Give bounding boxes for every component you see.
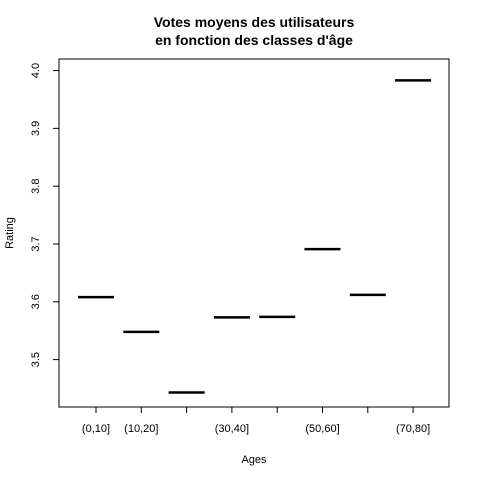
y-tick-label-0: 3.5 bbox=[30, 352, 42, 367]
median-marks bbox=[78, 79, 432, 394]
y-tick-label-3: 3.8 bbox=[30, 179, 42, 194]
plot-frame bbox=[58, 58, 450, 408]
x-tick-label-7: (70,80] bbox=[396, 423, 430, 435]
y-tick-label-2: 3.7 bbox=[30, 236, 42, 251]
y-tick-label-4: 3.9 bbox=[30, 121, 42, 136]
y-tick-label-5: 4.0 bbox=[30, 63, 42, 78]
x-tick-label-3: (30,40] bbox=[215, 423, 249, 435]
chart-title-line-1: Votes moyens des utilisateurs bbox=[154, 14, 355, 30]
x-axis: (0,10] (10,20] (30,40] (50,60] (70,80] bbox=[82, 407, 430, 435]
x-tick-label-5: (50,60] bbox=[305, 423, 339, 435]
chart-title-line-2: en fonction des classes d'âge bbox=[155, 32, 353, 48]
y-tick-label-1: 3.6 bbox=[30, 294, 42, 309]
x-axis-title: Ages bbox=[241, 454, 267, 466]
y-axis-title: Rating bbox=[4, 217, 16, 249]
x-tick-label-1: (10,20] bbox=[124, 423, 158, 435]
x-tick-label-0: (0,10] bbox=[82, 423, 110, 435]
y-axis: 3.5 3.6 3.7 3.8 3.9 4.0 bbox=[30, 63, 59, 367]
